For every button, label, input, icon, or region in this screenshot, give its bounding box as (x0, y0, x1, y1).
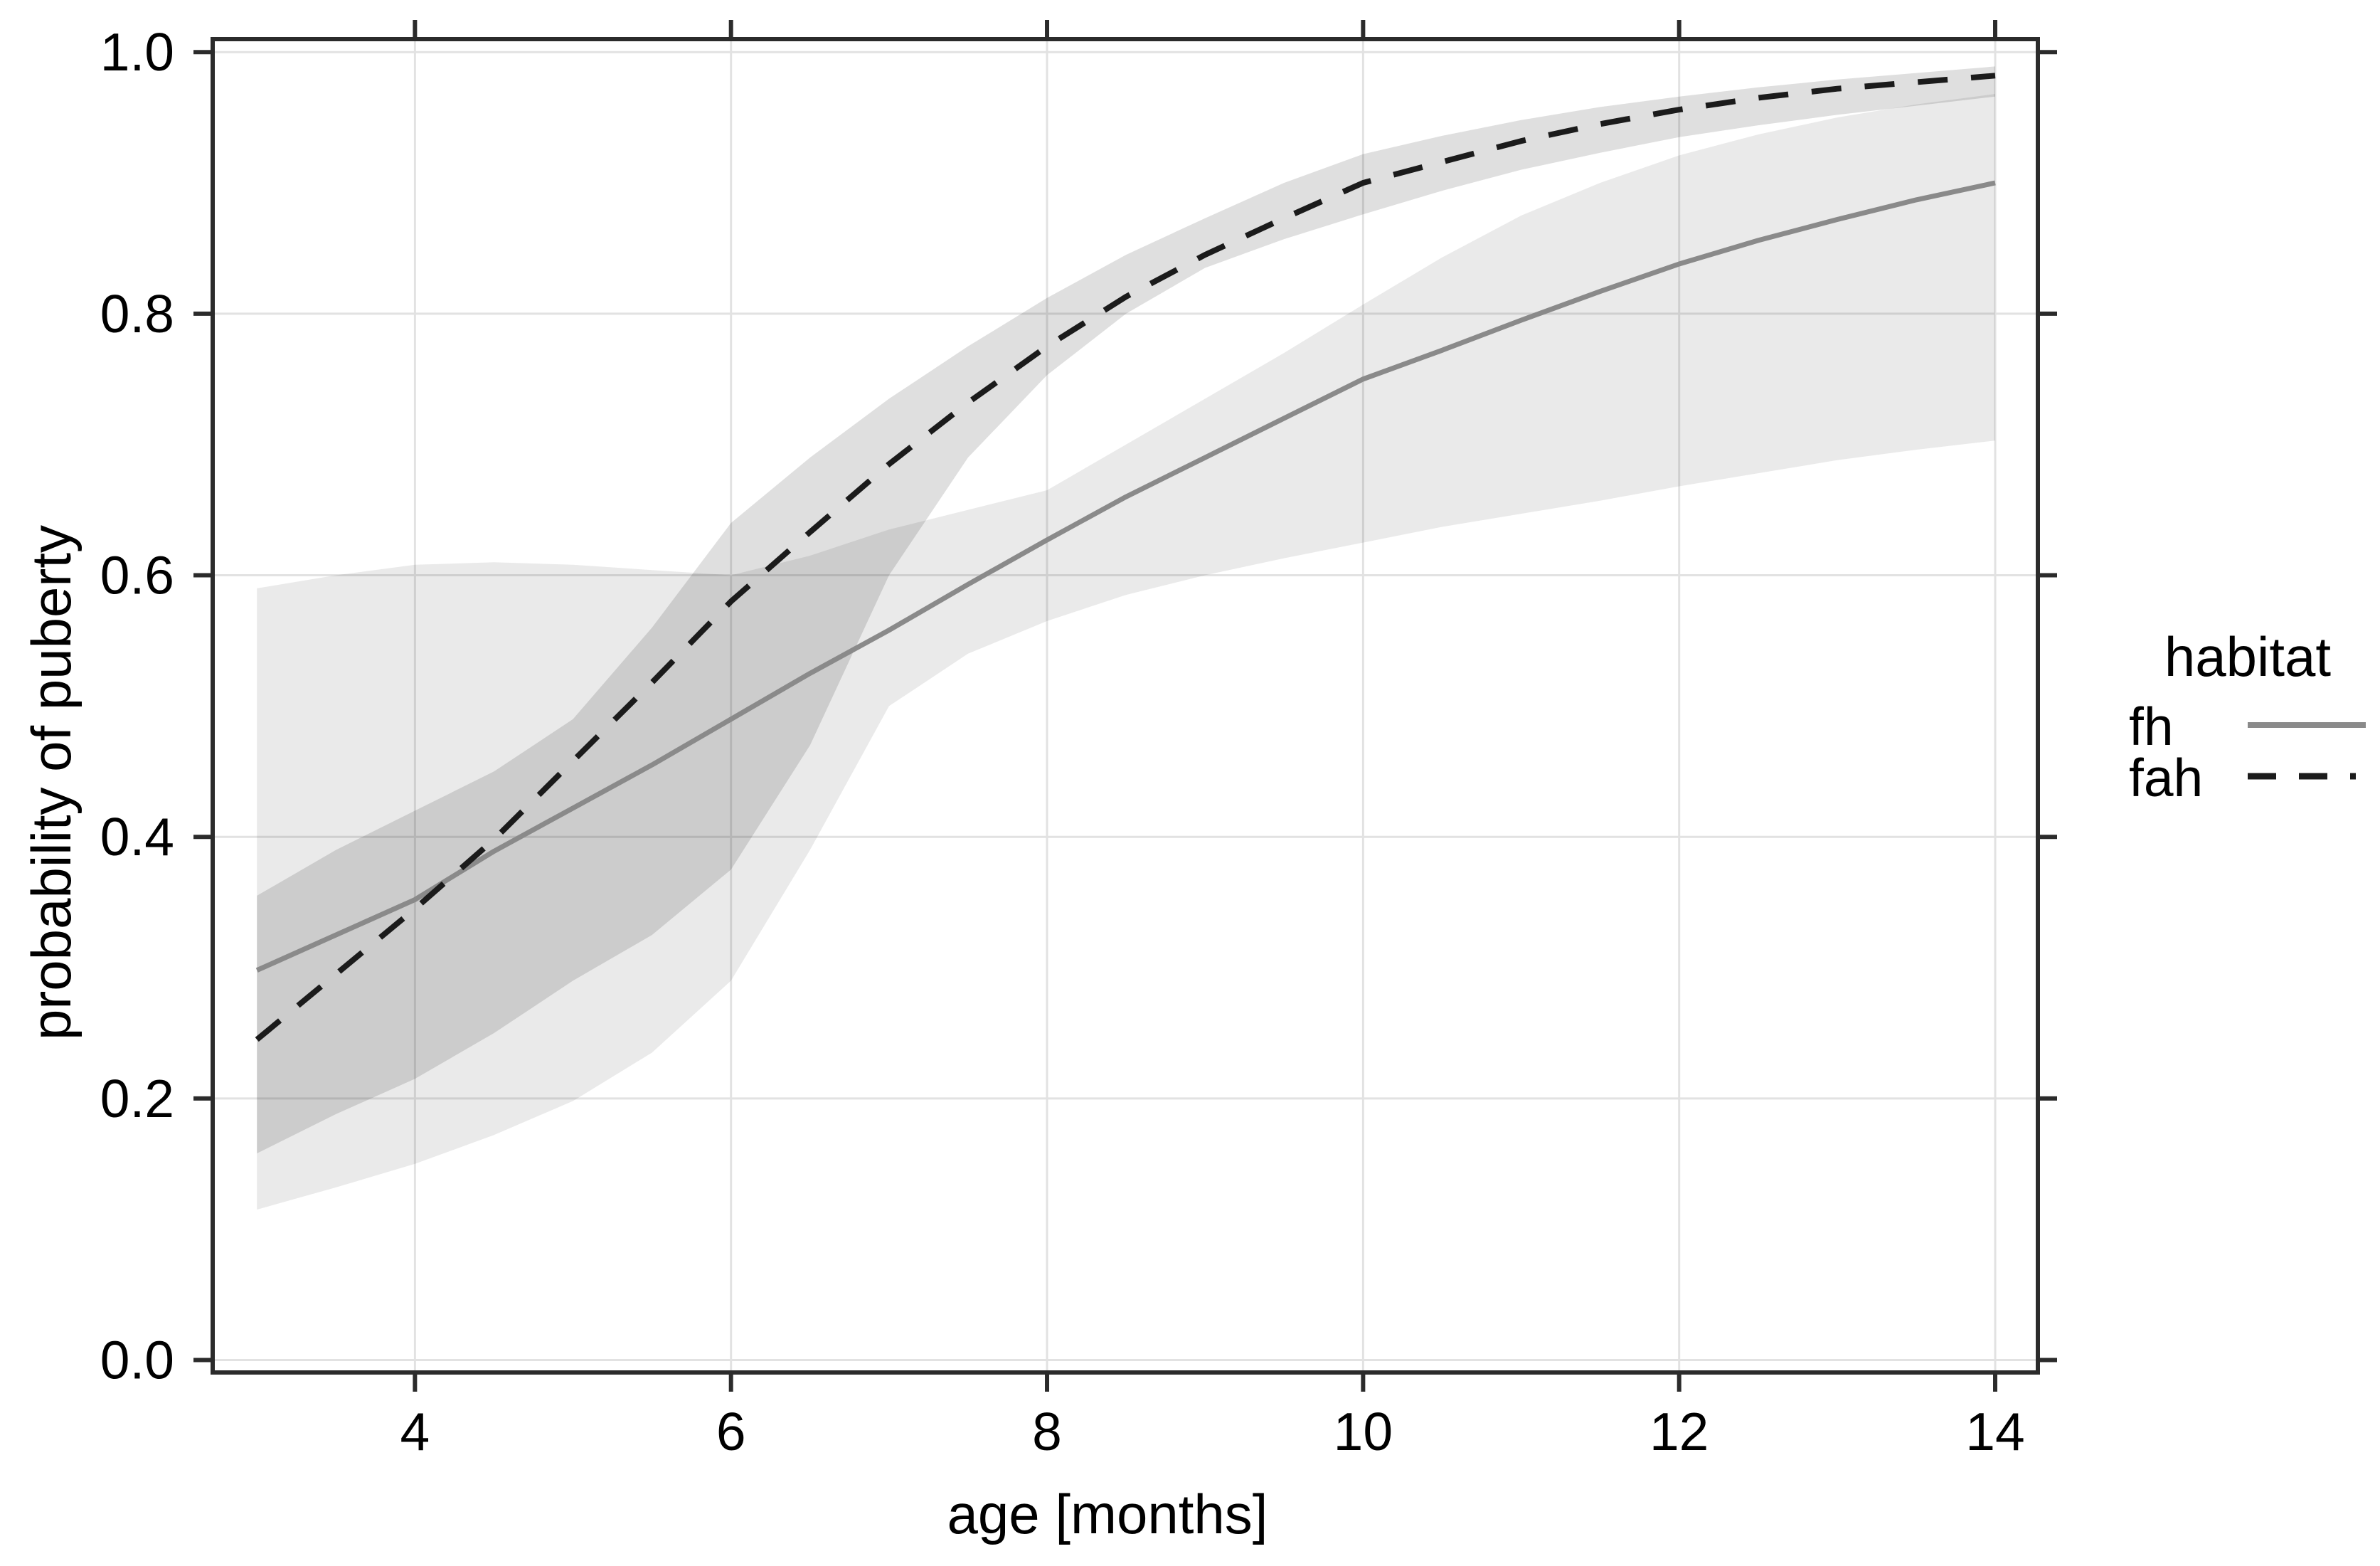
y-tick-label: 0.6 (100, 546, 174, 605)
y-axis-title: probability of puberty (20, 524, 83, 1041)
legend-label-fh: fh (2129, 697, 2174, 756)
line-fah (255, 73, 1996, 1042)
x-tick-label: 4 (400, 1402, 430, 1461)
x-tick-label: 8 (1032, 1402, 1062, 1461)
confidence-ribbon-fh (257, 94, 1996, 1210)
confidence-ribbon-fah (257, 66, 1996, 1154)
y-tick-label: 0.0 (100, 1330, 174, 1390)
x-tick-label: 10 (1334, 1402, 1393, 1461)
x-tick-label: 6 (716, 1402, 746, 1461)
y-tick-label: 0.2 (100, 1069, 174, 1128)
legend-title: habitat (2164, 625, 2332, 688)
y-tick-label: 1.0 (100, 22, 174, 82)
x-axis-title: age [months] (947, 1483, 1268, 1545)
y-tick-label: 0.8 (100, 284, 174, 344)
line-fh (255, 180, 1996, 973)
x-tick-label: 12 (1649, 1402, 1709, 1461)
panel-border (211, 37, 2040, 1375)
x-tick-label: 14 (1965, 1402, 2024, 1461)
y-tick-label: 0.4 (100, 807, 174, 867)
legend-label-fah: fah (2129, 748, 2204, 808)
